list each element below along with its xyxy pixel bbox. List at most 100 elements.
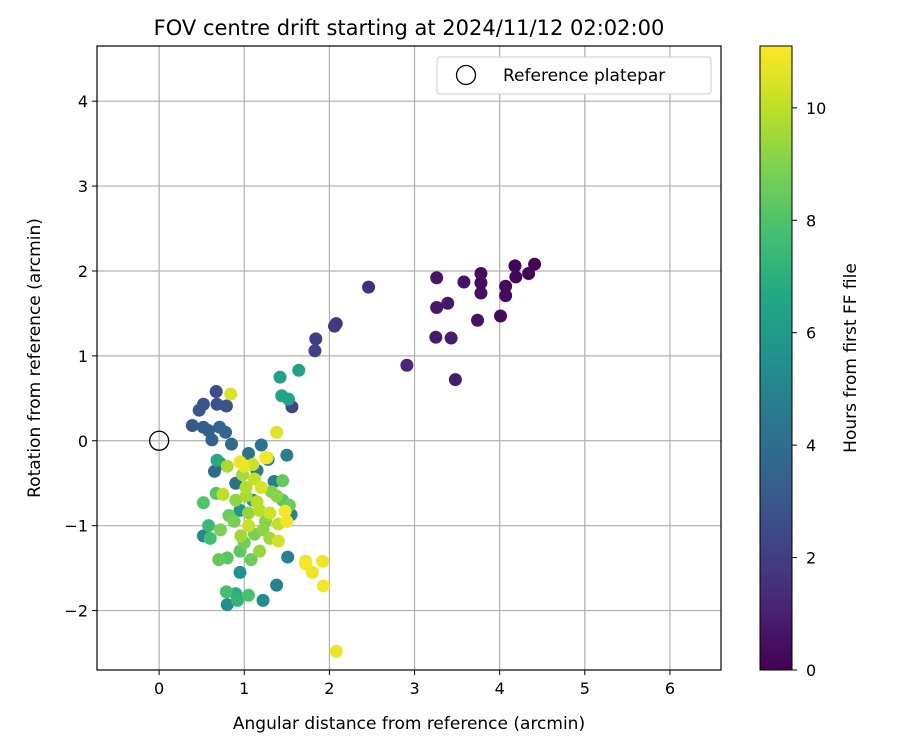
- data-point: [509, 270, 523, 284]
- data-point: [244, 553, 258, 567]
- data-point: [308, 344, 322, 358]
- data-point: [400, 358, 414, 372]
- data-point: [202, 519, 216, 533]
- data-point: [448, 373, 462, 387]
- data-point: [270, 425, 284, 439]
- data-point: [309, 332, 323, 346]
- data-point: [224, 387, 238, 401]
- data-point: [430, 300, 444, 314]
- data-points: [185, 257, 542, 658]
- data-point: [253, 503, 267, 517]
- legend: Reference platepar: [436, 56, 712, 95]
- data-point: [444, 331, 458, 345]
- data-point: [227, 514, 241, 528]
- colorbar: [759, 45, 793, 671]
- data-point: [242, 588, 256, 602]
- data-point: [209, 385, 223, 399]
- y-axis-label: Rotation from reference (arcmin): [25, 218, 45, 498]
- data-point: [203, 531, 217, 545]
- y-tick-label: 2: [78, 262, 88, 281]
- legend-marker-open-circle: [455, 64, 477, 86]
- data-point: [276, 474, 290, 488]
- y-tick-label: −1: [64, 517, 88, 536]
- data-point: [210, 453, 224, 467]
- data-point: [316, 579, 330, 593]
- data-point: [219, 425, 233, 439]
- x-axis-label: Angular distance from reference (arcmin): [233, 714, 585, 734]
- data-point: [234, 529, 248, 543]
- colorbar-tick-label: 0: [806, 661, 816, 680]
- data-point: [219, 585, 233, 599]
- x-tick-label: 0: [154, 679, 164, 698]
- data-point: [271, 534, 285, 548]
- data-point: [280, 514, 294, 528]
- y-tick-label: 4: [78, 92, 88, 111]
- data-point: [212, 553, 226, 567]
- data-point: [522, 267, 536, 281]
- data-point: [256, 593, 270, 607]
- colorbar-tick-label: 2: [806, 549, 816, 568]
- colorbar-ticks: 0 2 4 6 8 10: [792, 99, 826, 680]
- x-tick-label: 5: [580, 679, 590, 698]
- data-point: [299, 557, 313, 571]
- data-point: [528, 257, 542, 271]
- data-point: [430, 271, 444, 285]
- data-point: [441, 296, 455, 310]
- data-point: [205, 433, 219, 447]
- colorbar-tick-label: 8: [806, 211, 816, 230]
- data-point: [210, 397, 224, 411]
- data-point: [362, 280, 376, 294]
- y-axis-ticks: −2 −1 0 1 2 3 4: [64, 92, 97, 621]
- data-point: [242, 447, 256, 461]
- data-point: [273, 370, 287, 384]
- y-tick-label: −2: [64, 602, 88, 621]
- data-point: [220, 598, 234, 612]
- data-point: [457, 275, 471, 289]
- reference-marker: [148, 430, 170, 451]
- data-point: [292, 363, 306, 377]
- data-point: [242, 519, 256, 533]
- data-point: [263, 506, 277, 520]
- data-point: [270, 489, 284, 503]
- data-point: [316, 554, 330, 568]
- data-point: [196, 496, 210, 510]
- y-tick-label: 1: [78, 347, 88, 366]
- data-point: [253, 544, 267, 558]
- data-point: [499, 289, 513, 303]
- x-tick-label: 6: [665, 679, 675, 698]
- data-point: [429, 330, 443, 344]
- legend-label: Reference platepar: [503, 66, 665, 86]
- data-point: [254, 438, 268, 452]
- x-tick-label: 2: [324, 679, 334, 698]
- data-point: [281, 550, 295, 564]
- data-point: [229, 493, 243, 507]
- x-axis-ticks: 0 1 2 3 4 5 6: [154, 670, 675, 698]
- data-point: [239, 480, 253, 494]
- data-point: [471, 313, 485, 327]
- data-point: [508, 259, 522, 273]
- data-point: [192, 403, 206, 417]
- data-point: [225, 437, 239, 451]
- chart-title: FOV centre drift starting at 2024/11/12 …: [154, 16, 665, 40]
- y-tick-label: 3: [78, 177, 88, 196]
- x-tick-label: 4: [495, 679, 505, 698]
- y-tick-label: 0: [78, 432, 88, 451]
- data-point: [230, 593, 244, 607]
- data-point: [213, 523, 227, 537]
- data-point: [259, 451, 273, 465]
- data-point: [474, 267, 488, 281]
- colorbar-tick-label: 10: [806, 99, 826, 118]
- x-tick-label: 3: [409, 679, 419, 698]
- gridlines: [97, 46, 721, 670]
- data-point: [185, 418, 199, 432]
- reference-platepar-marker: [148, 430, 170, 451]
- colorbar-label: Hours from first FF file: [841, 263, 861, 453]
- data-point: [474, 286, 488, 300]
- colorbar-tick-label: 4: [806, 436, 816, 455]
- data-point: [242, 506, 256, 520]
- legend-box: [436, 56, 712, 95]
- data-point: [216, 487, 230, 501]
- data-point: [328, 319, 342, 333]
- data-point: [220, 459, 234, 473]
